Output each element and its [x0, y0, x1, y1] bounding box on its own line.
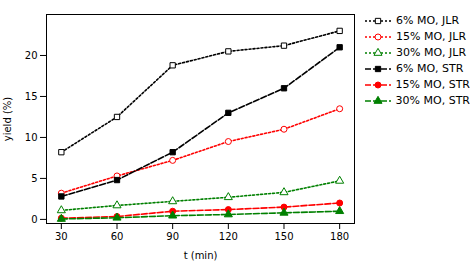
svg-text:30: 30: [55, 231, 68, 242]
svg-text:15: 15: [25, 91, 38, 102]
svg-text:t (min): t (min): [184, 250, 218, 261]
html-text:30% MO, JLR: 30% MO, JLR: [396, 46, 467, 59]
svg-text:yield (%): yield (%): [2, 97, 13, 142]
svg-text:90: 90: [166, 231, 179, 242]
svg-text:20: 20: [25, 50, 38, 61]
svg-text:5: 5: [31, 173, 37, 184]
svg-text:180: 180: [330, 231, 349, 242]
html-text:6% MO, STR: 6% MO, STR: [396, 62, 464, 75]
html-text:6% MO, JLR: 6% MO, JLR: [396, 14, 460, 27]
svg-text:120: 120: [219, 231, 238, 242]
svg-text:60: 60: [111, 231, 124, 242]
html-text:15% MO, STR: 15% MO, STR: [395, 78, 470, 91]
svg-text:150: 150: [274, 231, 293, 242]
html-text:15% MO, JLR: 15% MO, JLR: [396, 30, 467, 43]
svg-text:0: 0: [31, 214, 37, 225]
svg-text:10: 10: [25, 132, 38, 143]
html-text:30% MO, STR: 30% MO, STR: [395, 94, 470, 107]
